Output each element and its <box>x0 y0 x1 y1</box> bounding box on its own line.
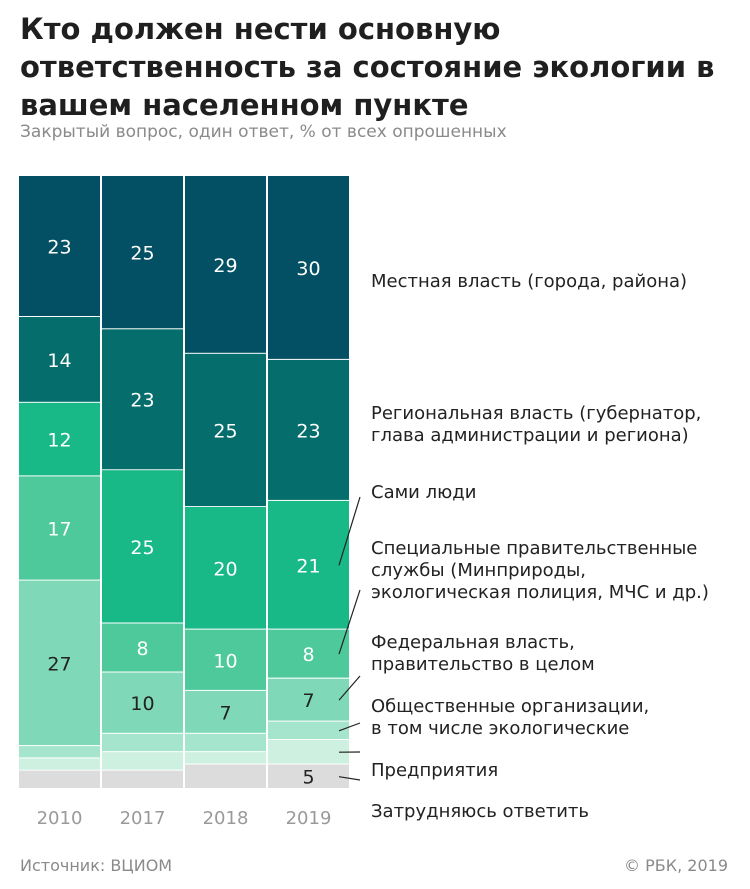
bar-segment <box>102 329 183 470</box>
stacked-bar-chart: 23 25 29 30 14 23 25 23 12 25 20 21 17 8 10 8 27 10 7 7 5 201… <box>19 176 709 829</box>
bar-segment <box>268 721 349 739</box>
legend-entry: Предприятия <box>371 760 498 781</box>
bar-segment <box>102 623 183 672</box>
x-tick-label: 2017 <box>120 808 166 829</box>
data-label: 12 <box>47 430 71 452</box>
data-label: 20 <box>213 558 237 580</box>
bar-segment <box>19 317 100 402</box>
legend-entry: Федеральная власть, правительство в целом <box>371 632 595 675</box>
data-label: 29 <box>213 255 237 277</box>
data-label: 10 <box>130 693 154 715</box>
bar-segment <box>185 629 266 690</box>
bar-segment <box>102 176 183 329</box>
data-label: 8 <box>302 644 314 666</box>
bar-segment <box>268 740 349 764</box>
bar-segment <box>185 690 266 733</box>
data-label: 25 <box>130 537 154 559</box>
data-label: 7 <box>219 702 231 724</box>
bar-segment <box>19 476 100 580</box>
data-label: 30 <box>296 258 320 280</box>
legend-leader-line <box>338 722 361 732</box>
data-label: 23 <box>47 237 71 259</box>
bar-segment <box>19 402 100 476</box>
bar-segment <box>268 678 349 721</box>
legend-entry: Специальные правительственные службы (Мин… <box>371 538 709 603</box>
bar-segment <box>19 770 100 788</box>
bar-segment <box>268 176 349 359</box>
legend-entry: Региональная власть (губернатор, глава ад… <box>371 403 701 446</box>
bar-segment <box>185 733 266 752</box>
bar-segment <box>19 176 100 316</box>
legend-entry: Сами люди <box>371 482 476 503</box>
bar-segment <box>19 758 100 770</box>
bar-segment <box>185 752 266 764</box>
chart-title: Кто должен нести основную ответственност… <box>20 12 715 122</box>
data-label: 27 <box>47 653 71 675</box>
data-label: 17 <box>47 519 71 541</box>
legend-entry: Затрудняюсь ответить <box>371 801 589 822</box>
bar-segment <box>102 672 183 733</box>
data-label: 10 <box>213 650 237 672</box>
bar-segment <box>268 500 349 629</box>
data-label: 25 <box>213 420 237 442</box>
x-tick-label: 2018 <box>203 808 249 829</box>
data-label: 23 <box>130 390 154 412</box>
data-label: 14 <box>47 350 71 372</box>
bar-segment <box>19 580 100 746</box>
bar-segment <box>102 733 183 752</box>
bar-segment <box>102 470 183 623</box>
bar-segment <box>268 359 349 500</box>
legend-entry: Местная власть (города, района) <box>371 271 687 292</box>
bar-segment <box>102 770 183 788</box>
bar-segment <box>102 752 183 770</box>
source-note: Источник: ВЦИОМ <box>20 856 173 875</box>
x-tick-label: 2019 <box>286 808 332 829</box>
data-label: 21 <box>296 555 320 577</box>
legend-leader-line <box>338 589 361 655</box>
bar-segment <box>185 764 266 788</box>
legend-entry: Общественные организации, в том числе эко… <box>371 696 649 739</box>
x-tick-label: 2010 <box>37 808 83 829</box>
bar-segment <box>268 764 349 788</box>
legend-leader-line <box>338 675 361 701</box>
legend-leader-line <box>338 776 361 781</box>
data-label: 5 <box>302 767 314 789</box>
data-label: 8 <box>136 638 148 660</box>
data-label: 7 <box>302 690 314 712</box>
copyright-note: © РБК, 2019 <box>624 856 728 875</box>
legend-leader-line <box>338 496 361 566</box>
bar-segment <box>19 746 100 758</box>
data-label: 23 <box>296 420 320 442</box>
data-label: 25 <box>130 243 154 265</box>
bar-segment <box>268 629 349 678</box>
bar-segment <box>185 353 266 507</box>
chart-subtitle: Закрытый вопрос, один ответ, % от всех о… <box>20 122 507 142</box>
bar-segment <box>185 176 266 353</box>
bar-segment <box>185 507 266 629</box>
